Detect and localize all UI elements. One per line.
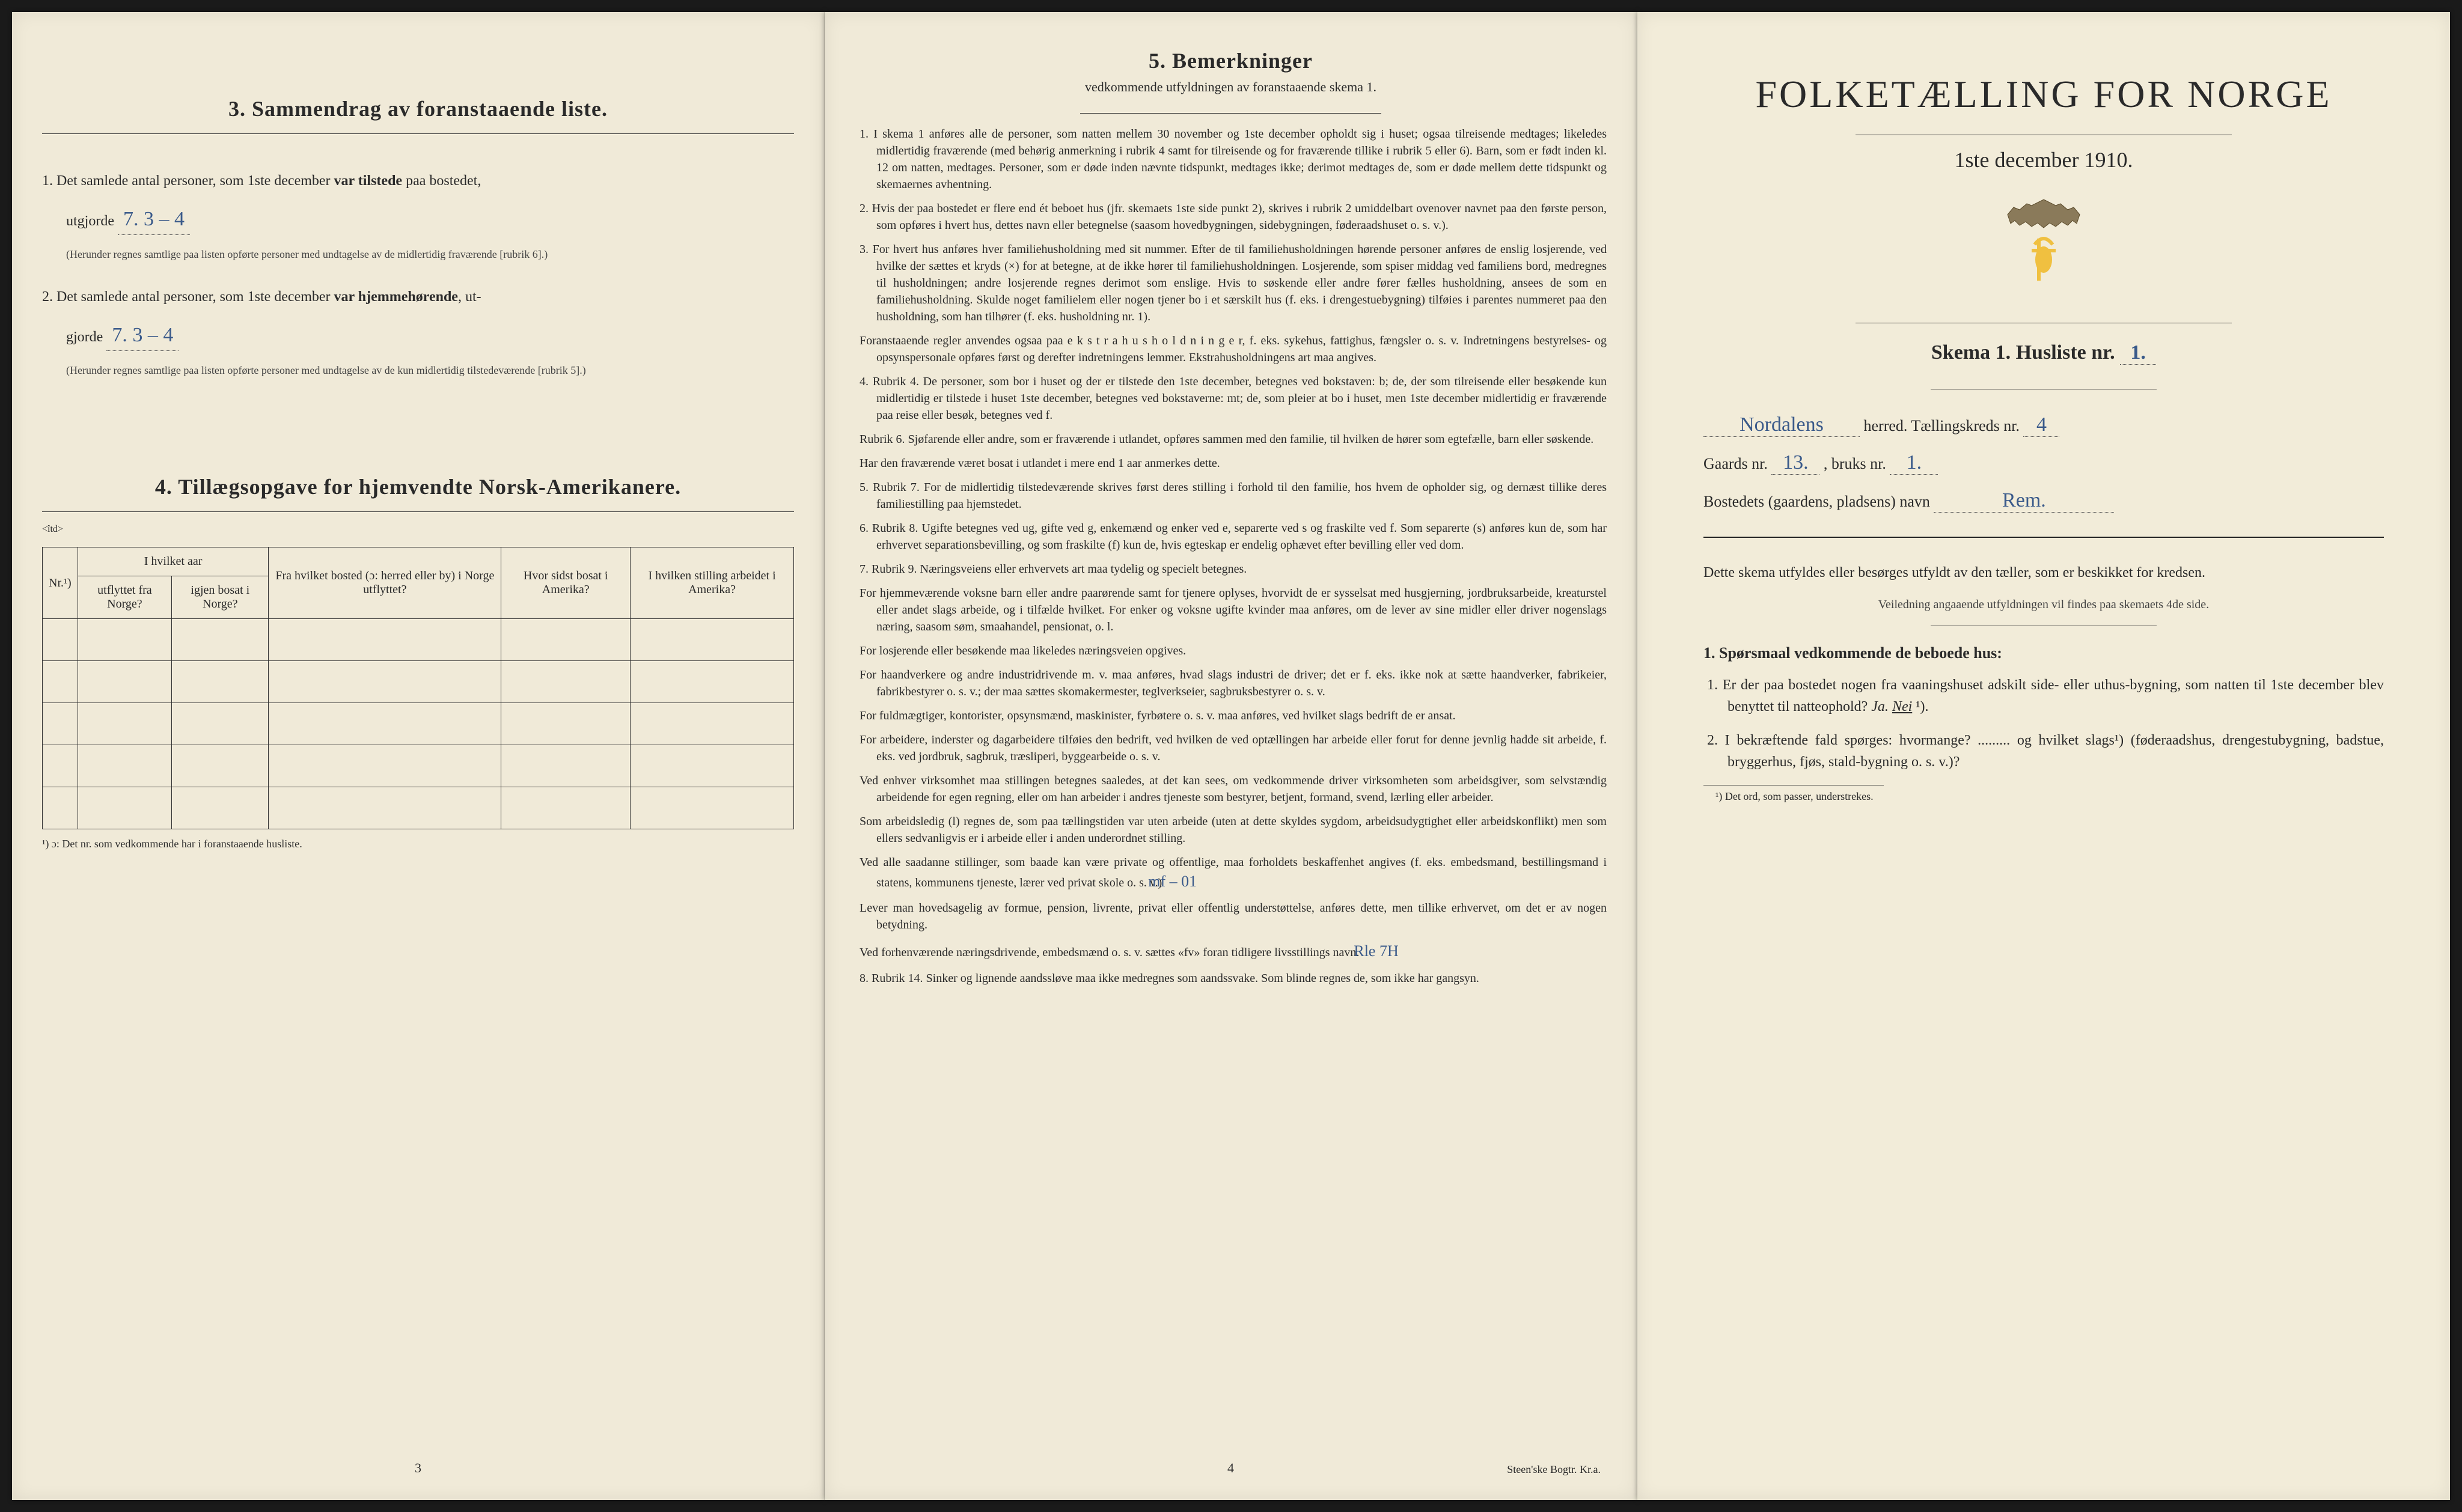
rule-thick	[1703, 537, 2384, 538]
bem-7g: Ved enhver virksomhet maa stillingen bet…	[855, 772, 1607, 806]
item2-bold: var hjemmehørende	[334, 289, 458, 305]
herred-label: herred. Tællingskreds nr.	[1864, 417, 2024, 434]
kreds-nr-value: 4	[2023, 413, 2059, 437]
coat-of-arms-icon	[2002, 197, 2086, 299]
table-footnote: ¹) ɔ: Det nr. som vedkommende har i fora…	[42, 838, 794, 850]
gaard-nr-value: 13.	[1771, 451, 1819, 475]
bem-7c: For losjerende eller besøkende maa likel…	[855, 642, 1607, 659]
question-2: 2. I bekræftende fald spørges: hvormange…	[1727, 730, 2384, 773]
document-spread: 3. Sammendrag av foranstaaende liste. 1.…	[12, 12, 2450, 1500]
question-heading: 1. Spørsmaal vedkommende de beboede hus:	[1703, 644, 2384, 662]
bem-4c: Har den fraværende været bosat i utlande…	[855, 455, 1607, 472]
main-title: FOLKETÆLLING FOR NORGE	[1667, 72, 2420, 117]
item2-line1: 2. Det samlede antal personer, som 1ste …	[42, 286, 794, 308]
table-row	[43, 661, 794, 703]
gaard-label: Gaards nr.	[1703, 455, 1771, 472]
table-row	[43, 745, 794, 787]
item1-post: paa bostedet,	[402, 173, 481, 189]
bruks-nr-value: 1.	[1890, 451, 1938, 475]
printer-credit: Steen'ske Bogtr. Kr.a.	[1507, 1463, 1601, 1476]
hw-annotation-1: mf – 01	[1165, 871, 1197, 892]
item2-line2: gjorde 7. 3 – 4	[42, 320, 794, 351]
bem-3: 3. For hvert hus anføres hver familiehus…	[855, 241, 1607, 325]
rule	[42, 511, 794, 512]
table-row	[43, 703, 794, 745]
nei-underlined: Nei	[1892, 699, 1912, 715]
bem-7k-text: Ved forhenværende næringsdrivende, embed…	[860, 946, 1359, 959]
th-nr: Nr.¹)	[43, 547, 78, 619]
page-number: 4	[1227, 1460, 1234, 1476]
item2-pre: 2. Det samlede antal personer, som 1ste …	[42, 289, 334, 305]
item1-line1: 1. Det samlede antal personer, som 1ste …	[42, 170, 794, 192]
bem-7f: For arbeidere, inderster og dagarbeidere…	[855, 731, 1607, 765]
bosted-label: Bostedets (gaardens, pladsens) navn	[1703, 493, 1934, 510]
item1-handwritten-value: 7. 3 – 4	[118, 204, 190, 235]
item1-bold: var tilstede	[334, 173, 403, 189]
bem-2: 2. Hvis der paa bostedet er flere end ét…	[855, 200, 1607, 234]
section3-heading: 3. Sammendrag av foranstaaende liste.	[42, 96, 794, 121]
bem-7i-text: Ved alle saadanne stillinger, som baade …	[860, 856, 1607, 889]
item1-line2: utgjorde 7. 3 – 4	[42, 204, 794, 235]
bem-7: 7. Rubrik 9. Næringsveiens eller erhverv…	[855, 561, 1607, 578]
th-bosted: Fra hvilket bosted (ɔ: herred eller by) …	[269, 547, 501, 619]
page-cover: FOLKETÆLLING FOR NORGE 1ste december 191…	[1637, 12, 2450, 1500]
section5-sub: vedkommende utfyldningen av foranstaaend…	[855, 79, 1607, 95]
item2-post: , ut-	[458, 289, 481, 305]
gaard-line: Gaards nr. 13. , bruks nr. 1.	[1667, 451, 2420, 475]
bosted-line: Bostedets (gaardens, pladsens) navn Rem.	[1667, 489, 2420, 513]
bem-4: 4. Rubrik 4. De personer, som bor i huse…	[855, 373, 1607, 424]
th-amerika-bosat: Hvor sidst bosat i Amerika?	[501, 547, 631, 619]
bruks-label: , bruks nr.	[1824, 455, 1890, 472]
item2-note: (Herunder regnes samtlige paa listen opf…	[42, 363, 794, 378]
husliste-nr-value: 1.	[2120, 341, 2156, 365]
item2-gjorde: gjorde	[66, 329, 103, 345]
bem-8: 8. Rubrik 14. Sinker og lignende aandssl…	[855, 970, 1607, 987]
rule	[1080, 113, 1381, 114]
page-number: 3	[415, 1460, 421, 1476]
th-igjen: igjen bosat i Norge?	[172, 576, 269, 619]
bem-6: 6. Rubrik 8. Ugifte betegnes ved ug, gif…	[855, 520, 1607, 553]
census-date: 1ste december 1910.	[1667, 147, 2420, 172]
page-3: 3. Sammendrag av foranstaaende liste. 1.…	[12, 12, 825, 1500]
hw-annotation-2: Rle 7H	[1370, 940, 1398, 962]
table-row	[43, 787, 794, 829]
bem-7k: Ved forhenværende næringsdrivende, embed…	[855, 940, 1607, 962]
item1-note: (Herunder regnes samtlige paa listen opf…	[42, 247, 794, 262]
item1-utgjorde: utgjorde	[66, 213, 114, 229]
bosted-value: Rem.	[1934, 489, 2114, 513]
bemerkninger-list: 1. I skema 1 anføres alle de personer, s…	[855, 126, 1607, 987]
skema-label: Skema 1. Husliste nr.	[1931, 341, 2115, 364]
bem-1: 1. I skema 1 anføres alle de personer, s…	[855, 126, 1607, 193]
item2-handwritten-value: 7. 3 – 4	[106, 320, 179, 351]
herred-value: Nordalens	[1703, 413, 1860, 437]
table-row	[43, 619, 794, 661]
herred-line: Nordalens herred. Tællingskreds nr. 4	[1667, 413, 2420, 437]
amerikanere-table: Nr.¹) I hvilket aar Fra hvilket bosted (…	[42, 547, 794, 829]
page-4: 5. Bemerkninger vedkommende utfyldningen…	[825, 12, 1637, 1500]
rule	[42, 133, 794, 134]
section5-heading: 5. Bemerkninger	[855, 48, 1607, 73]
skema-line: Skema 1. Husliste nr. 1.	[1667, 341, 2420, 365]
question-1: 1. Er der paa bostedet nogen fra vaaning…	[1727, 674, 2384, 718]
bem-7h: Som arbeidsledig (l) regnes de, som paa …	[855, 813, 1607, 847]
instruction-2: Veiledning angaaende utfyldningen vil fi…	[1703, 596, 2384, 614]
bem-3b: Foranstaaende regler anvendes ogsaa paa …	[855, 332, 1607, 366]
instruction-1: Dette skema utfyldes eller besørges utfy…	[1703, 562, 2384, 584]
bem-7j: Lever man hovedsagelig av formue, pensio…	[855, 900, 1607, 933]
bem-7d: For haandverkere og andre industridriven…	[855, 666, 1607, 700]
bem-5: 5. Rubrik 7. For de midlertidig tilstede…	[855, 479, 1607, 513]
item1-pre: 1. Det samlede antal personer, som 1ste …	[42, 173, 334, 189]
section4-heading: 4. Tillægsopgave for hjemvendte Norsk-Am…	[42, 474, 794, 499]
q1-text: 1. Er der paa bostedet nogen fra vaaning…	[1707, 677, 2384, 715]
bem-7b: For hjemmeværende voksne barn eller andr…	[855, 585, 1607, 635]
th-aar: I hvilket aar	[78, 547, 269, 576]
bem-7i: Ved alle saadanne stillinger, som baade …	[855, 854, 1607, 892]
footnote: ¹) Det ord, som passer, understrekes.	[1715, 790, 2420, 803]
bem-4b: Rubrik 6. Sjøfarende eller andre, som er…	[855, 431, 1607, 448]
bem-7e: For fuldmægtiger, kontorister, opsynsmæn…	[855, 707, 1607, 724]
th-stilling: I hvilken stilling arbeidet i Amerika?	[631, 547, 794, 619]
th-utflyttet: utflyttet fra Norge?	[78, 576, 172, 619]
